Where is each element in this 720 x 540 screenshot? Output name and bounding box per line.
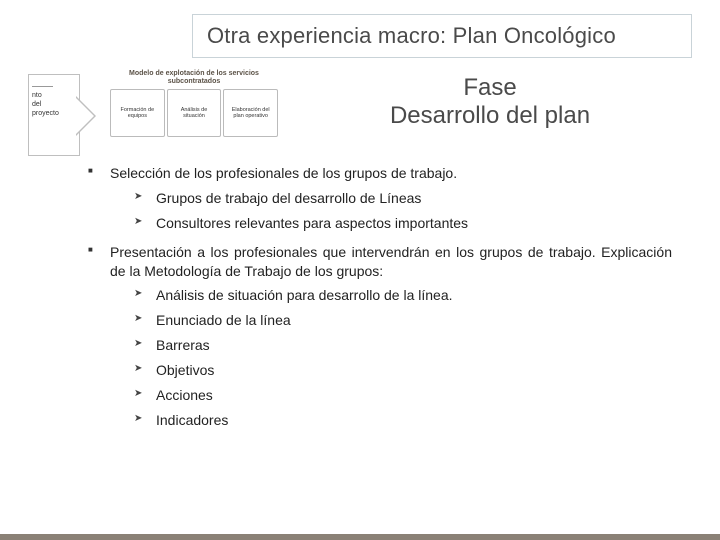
slide-title: Otra experiencia macro: Plan Oncológico <box>207 23 677 49</box>
top-row: ——— nto del proyecto Modelo de explotaci… <box>28 68 692 158</box>
bullet-text: Presentación a los profesionales que int… <box>110 244 672 279</box>
sub-item: Consultores relevantes para aspectos imp… <box>134 214 672 233</box>
bullet-item: Presentación a los profesionales que int… <box>88 243 672 430</box>
mini-box: Formación de equipos <box>110 89 165 137</box>
slide: Otra experiencia macro: Plan Oncológico … <box>0 0 720 540</box>
sub-list: Análisis de situación para desarrollo de… <box>134 286 672 429</box>
bullet-item: Selección de los profesionales de los gr… <box>88 164 672 233</box>
sub-item: Enunciado de la línea <box>134 311 672 330</box>
sub-item: Objetivos <box>134 361 672 380</box>
arrow-line: ——— <box>32 82 90 91</box>
sub-item: Acciones <box>134 386 672 405</box>
content: Selección de los profesionales de los gr… <box>88 164 672 430</box>
mini-model: Modelo de explotación de los servicios s… <box>110 68 278 137</box>
mini-model-title: Modelo de explotación de los servicios s… <box>110 68 278 89</box>
sub-item: Análisis de situación para desarrollo de… <box>134 286 672 305</box>
sub-item: Barreras <box>134 336 672 355</box>
mini-box: Análisis de situación <box>167 89 222 137</box>
sub-item: Grupos de trabajo del desarrollo de Líne… <box>134 189 672 208</box>
phase-title: Fase Desarrollo del plan <box>288 68 692 130</box>
arrow-line: nto <box>32 91 90 100</box>
arrow-text: ——— nto del proyecto <box>32 82 90 118</box>
phase-line-2: Desarrollo del plan <box>288 102 692 130</box>
title-box: Otra experiencia macro: Plan Oncológico <box>192 14 692 58</box>
mini-box: Elaboración del plan operativo <box>223 89 278 137</box>
sub-item: Indicadores <box>134 411 672 430</box>
mini-boxes: Formación de equipos Análisis de situaci… <box>110 89 278 137</box>
project-arrow: ——— nto del proyecto <box>28 68 100 158</box>
arrow-line: del <box>32 100 90 109</box>
bullet-list-1: Selección de los profesionales de los gr… <box>88 164 672 430</box>
sub-list: Grupos de trabajo del desarrollo de Líne… <box>134 189 672 233</box>
arrow-line: proyecto <box>32 109 90 118</box>
bullet-text: Selección de los profesionales de los gr… <box>110 165 457 181</box>
phase-line-1: Fase <box>288 74 692 102</box>
